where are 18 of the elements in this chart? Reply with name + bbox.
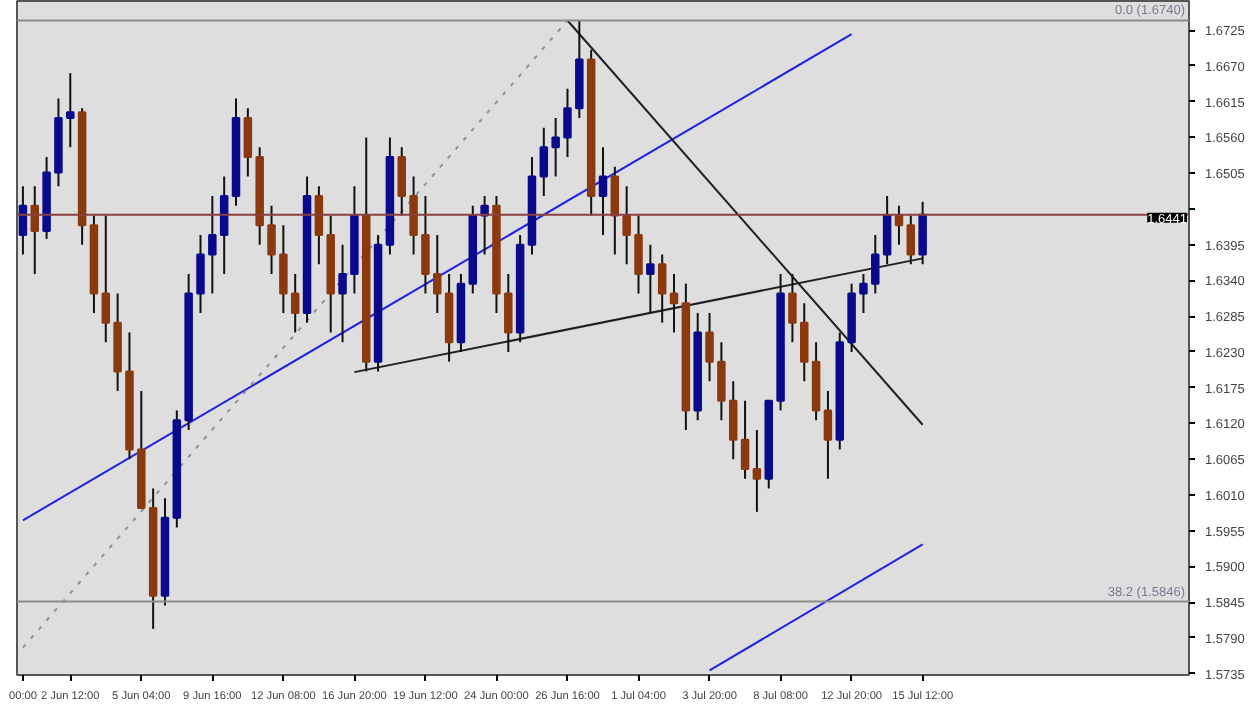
- candlestick: [598, 146, 608, 236]
- candlestick: [101, 214, 111, 344]
- candlestick: [752, 428, 762, 513]
- candlestick: [338, 243, 347, 344]
- candlestick: [610, 165, 620, 256]
- candlestick: [66, 72, 75, 149]
- candlestick: [823, 389, 833, 480]
- candlestick: [657, 253, 667, 324]
- candlestick: [397, 146, 406, 217]
- candlestick: [918, 200, 927, 266]
- candlestick: [634, 214, 643, 295]
- candlestick: [409, 175, 418, 256]
- candlestick: [622, 185, 631, 266]
- candlestick: [740, 399, 750, 480]
- candlestick: [539, 126, 549, 197]
- candlestick: [669, 272, 679, 334]
- candlestick: [906, 214, 916, 266]
- candlestick: [646, 243, 655, 314]
